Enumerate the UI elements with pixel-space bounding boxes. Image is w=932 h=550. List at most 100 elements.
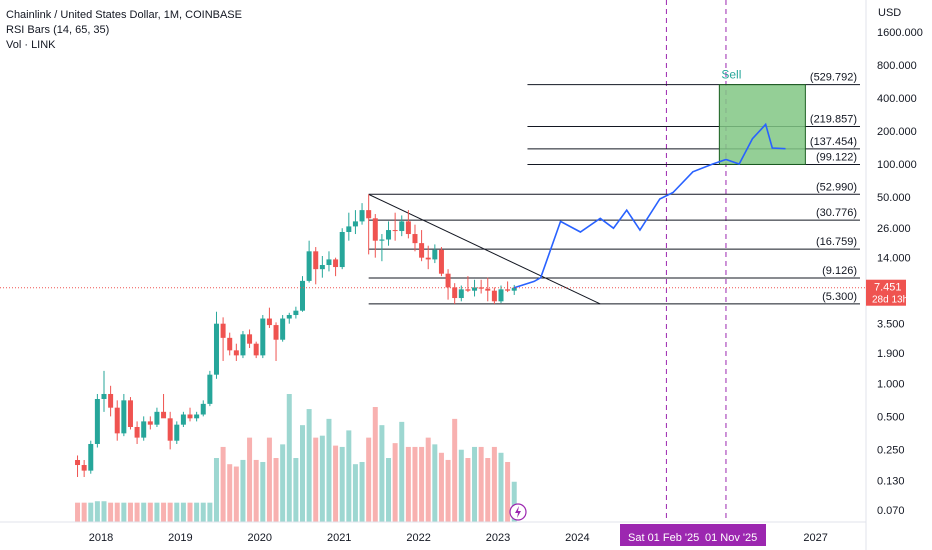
price-tick-label: 200.000 [877, 126, 917, 138]
candle-body [121, 400, 127, 434]
candle-body [213, 323, 219, 375]
candle [372, 214, 378, 258]
volume-bar [438, 452, 444, 522]
projection-path [513, 122, 786, 289]
time-tick-label: 2018 [89, 532, 113, 544]
candle [419, 230, 425, 262]
candle [386, 221, 392, 246]
candle-body [333, 259, 339, 268]
price-tick-label: 400.000 [877, 93, 917, 105]
candle [300, 276, 305, 312]
price-tick-label: 26.000 [877, 223, 911, 235]
volume-bar [405, 446, 411, 522]
volume-bar [200, 502, 206, 522]
price-tick-label: 3.500 [877, 319, 905, 331]
volume-bar [88, 502, 94, 522]
volume-bar [207, 502, 213, 522]
candle-body [141, 421, 147, 438]
candle-body [472, 287, 478, 291]
candle-body [445, 273, 451, 288]
candle [511, 284, 517, 295]
time-tick-label: 2020 [248, 532, 272, 544]
price-tick-label: 1.900 [877, 348, 905, 360]
price-tick-label: 0.130 [877, 476, 905, 488]
candle-body [147, 421, 153, 425]
volume-bar [432, 444, 438, 522]
candle-body [240, 334, 246, 356]
candle [233, 343, 239, 361]
volume-bar [180, 502, 186, 522]
candle-body [379, 239, 385, 241]
candle [432, 244, 438, 264]
candle [81, 460, 87, 477]
sell-label: Sell [721, 68, 741, 82]
candle [134, 421, 140, 444]
volume-bar [187, 502, 193, 522]
volume-bar [94, 501, 100, 522]
candle-body [306, 251, 312, 281]
volume-bar [280, 444, 286, 522]
volume-bar [101, 501, 107, 522]
volume-bar [127, 502, 133, 522]
candle-body [180, 414, 186, 425]
candle-body [465, 289, 471, 291]
candle [485, 277, 491, 302]
candle-body [300, 280, 305, 311]
candle-body [233, 350, 239, 356]
candle-body [286, 315, 292, 319]
candle [458, 285, 464, 302]
candle-body [346, 226, 352, 233]
candle [366, 194, 372, 255]
volume-bar [313, 437, 319, 522]
symbol-title: Chainlink / United States Dollar, 1M, CO… [6, 9, 242, 21]
candle-body [194, 414, 200, 419]
volume-bar [485, 458, 491, 522]
volume-bar [326, 418, 332, 522]
candle [359, 203, 365, 225]
volume-bar [167, 502, 173, 522]
price-axis[interactable]: USD 1600.000 800.000 400.000 200.000 100.000… [877, 7, 923, 517]
volume-bar [412, 446, 418, 522]
candle [207, 370, 213, 407]
candle [346, 212, 352, 241]
candle [213, 311, 219, 379]
candle-body [326, 259, 332, 266]
volume-bar [419, 446, 425, 522]
volume-bar [220, 446, 226, 522]
candle-body [412, 234, 418, 244]
candle-body [127, 400, 133, 427]
price-tick-label: 0.070 [877, 505, 905, 517]
candle-body [399, 221, 405, 232]
volume-bar [465, 458, 471, 522]
candle-body [452, 287, 458, 299]
candle [187, 407, 193, 422]
candle [240, 331, 246, 359]
candle-body [247, 334, 253, 344]
candle-body [511, 287, 517, 291]
candle-body [207, 374, 213, 404]
price-tick-label: 0.250 [877, 444, 905, 456]
candle-body [167, 418, 173, 441]
volume-bar [161, 502, 167, 522]
volume-bar [346, 430, 352, 522]
time-tick-label: 2022 [406, 532, 430, 544]
candle [121, 393, 127, 437]
candle-body [108, 393, 114, 408]
volume-bar [452, 418, 458, 522]
replay-icon[interactable] [509, 503, 527, 521]
volume-bar [306, 409, 312, 522]
candle-body [273, 325, 279, 340]
candle-body [505, 289, 511, 291]
candle [161, 393, 167, 419]
candle-body [187, 414, 193, 419]
time-axis[interactable]: 2018 2019 2020 2021 2022 2023 2024 2027 [89, 532, 828, 544]
candle [273, 322, 279, 361]
candle [319, 256, 325, 278]
candle [75, 455, 81, 477]
volume-bar [273, 458, 279, 522]
current-price-countdown: 28d 13h [872, 295, 908, 306]
candle [452, 283, 458, 304]
date-label-end: 01 Nov '25 [705, 532, 757, 544]
candle [306, 240, 312, 283]
